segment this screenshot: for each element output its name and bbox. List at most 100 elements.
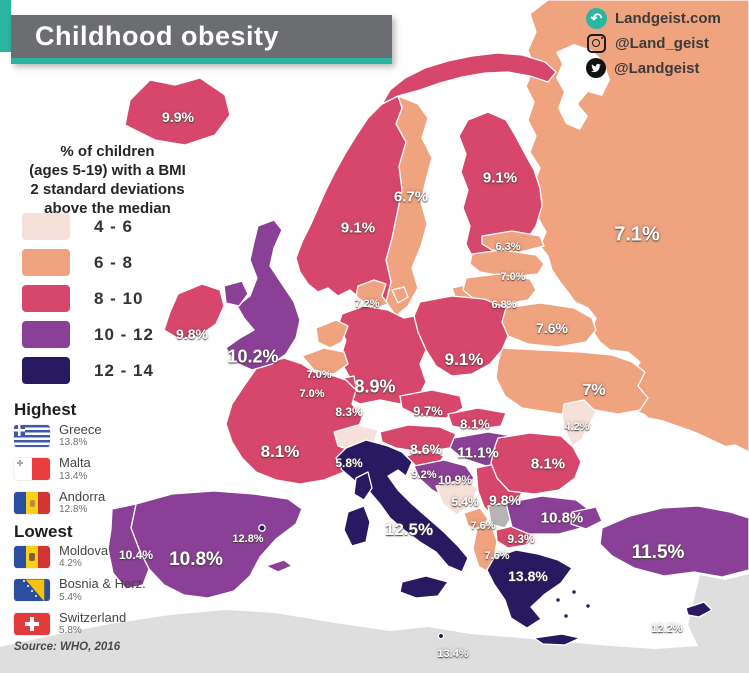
rank-country-name: Malta	[59, 455, 91, 471]
legend-range-label: 12 - 14	[94, 360, 154, 380]
rank-country-value: 12.8%	[59, 503, 88, 515]
legend-row-12-14: 12 - 14	[22, 357, 154, 384]
legend-range-label: 6 - 8	[94, 252, 134, 272]
country-shape-belgium	[301, 347, 349, 375]
rank-row-moldova: Moldova 4.2%	[14, 543, 146, 570]
branding-twitter-row: @Landgeist	[586, 58, 721, 78]
lowest-list: Moldova 4.2% Bosnia & Herz. 5.4% Switzerland…	[14, 543, 146, 637]
country-shape-latvia	[469, 249, 545, 278]
country-shape-andorra	[258, 524, 266, 532]
instagram-icon	[587, 34, 606, 53]
title-banner: Childhood obesity	[11, 15, 392, 64]
country-shape-spain	[130, 490, 303, 599]
country-shape-bosnia	[435, 479, 479, 516]
greek-island	[584, 602, 592, 610]
greek-island	[562, 612, 570, 620]
country-shape-poland	[413, 295, 509, 377]
country-shape-corsica	[353, 471, 373, 501]
rank-country-value: 13.8%	[59, 437, 88, 449]
rank-country-name: Andorra	[59, 488, 106, 504]
legend-swatch-6-8	[22, 249, 70, 276]
black-sea	[592, 414, 749, 512]
legend-row-8-10: 8 - 10	[22, 285, 154, 312]
highest-heading: Highest	[14, 400, 77, 419]
rank-country-name: Greece	[59, 422, 102, 437]
moldova-flag-icon	[14, 546, 50, 569]
legend-swatch-4-6	[22, 213, 70, 240]
lowest-heading: Lowest	[14, 522, 73, 541]
page-title: Childhood obesity	[35, 21, 279, 51]
rank-country-name: Moldova	[59, 543, 109, 558]
country-shape-montenegro	[463, 507, 489, 531]
legend-range-label: 4 - 6	[94, 216, 134, 236]
country-shape-cyprus	[685, 601, 713, 618]
title-accent-bar	[0, 0, 11, 52]
background-landmass	[0, 574, 749, 673]
country-shape-malta	[437, 632, 445, 640]
greek-island	[570, 588, 578, 596]
country-shape-ireland	[163, 283, 225, 340]
branding-block: ↶ Landgeist.com @Land_geist @Landgeist	[586, 8, 721, 78]
rank-row-andorra: Andorra 12.8%	[14, 488, 106, 516]
rank-country-value: 5.4%	[59, 591, 82, 603]
legend-range-label: 10 - 12	[94, 324, 154, 344]
country-shape-italy	[335, 439, 469, 573]
country-shape-norway	[295, 95, 407, 303]
legend-swatch-10-12	[22, 321, 70, 348]
legend-swatch-8-10	[22, 285, 70, 312]
landgeist-arrow-icon: ↶	[586, 8, 607, 29]
andorra-flag-icon	[14, 491, 50, 514]
north-africa-landmass	[0, 610, 749, 673]
country-shape-balearics	[265, 559, 293, 573]
malta-flag-icon	[14, 458, 50, 481]
source-note: Source: WHO, 2016	[14, 641, 121, 653]
country-shape-portugal	[107, 503, 150, 590]
country-shapes	[107, 0, 749, 646]
rank-row-malta: Malta 13.4%	[14, 455, 105, 482]
country-shape-denmark	[355, 279, 389, 309]
rank-row-greece: Greece 13.8%	[14, 422, 105, 449]
country-shape-turkey-thrace	[570, 506, 603, 530]
country-shape-greece	[486, 549, 573, 629]
rank-row-bosnia: Bosnia & Herz. 5.4%	[14, 576, 146, 603]
highest-list: Greece 13.8% Malta 13.4% Andorra 12.8%	[14, 422, 106, 516]
branding-instagram-row: @Land_geist	[586, 33, 721, 54]
greek-island	[554, 596, 562, 604]
country-shape-romania	[490, 432, 582, 495]
legend-range-label: 8 - 10	[94, 288, 144, 308]
switzerland-flag-icon	[14, 612, 50, 635]
country-shape-norway-north	[381, 52, 557, 105]
rank-country-value: 13.4%	[59, 470, 88, 482]
legend-scale: 4 - 6 6 - 8 8 - 10 10 - 12 12 - 14	[22, 213, 154, 393]
legend-row-6-8: 6 - 8	[22, 249, 154, 276]
country-shape-netherlands	[315, 319, 349, 349]
rank-row-switzerland: Switzerland 5.8%	[14, 609, 146, 637]
twitter-bird-icon	[586, 58, 606, 78]
middle-east-landmass	[688, 574, 749, 650]
country-shape-estonia	[481, 230, 545, 253]
country-shape-kosovo	[487, 502, 514, 529]
country-shape-iceland	[124, 77, 231, 146]
country-shape-great-britain	[225, 219, 301, 371]
country-shape-turkey	[599, 505, 749, 578]
greece-flag-icon	[14, 425, 50, 448]
country-shape-northern-ireland	[223, 280, 249, 307]
site-url: Landgeist.com	[615, 10, 721, 27]
instagram-handle: @Land_geist	[615, 35, 709, 52]
legend-row-10-12: 10 - 12	[22, 321, 154, 348]
bosnia-flag-icon	[14, 579, 50, 602]
country-shape-lithuania	[462, 273, 537, 306]
rank-country-name: Switzerland	[59, 609, 127, 625]
twitter-handle: @Landgeist	[614, 59, 700, 77]
rank-country-value: 5.8%	[59, 624, 82, 636]
rank-country-name: Bosnia & Herz.	[59, 576, 146, 592]
country-shape-moldova	[561, 399, 597, 447]
country-shape-slovakia	[447, 407, 507, 431]
country-shape-belarus	[499, 302, 597, 348]
branding-site-row: ↶ Landgeist.com	[586, 8, 721, 29]
country-shape-ukraine	[495, 347, 649, 417]
country-shape-denmark-island	[391, 286, 409, 304]
country-shape-sicily	[399, 575, 449, 599]
country-shape-sardinia	[343, 505, 371, 547]
